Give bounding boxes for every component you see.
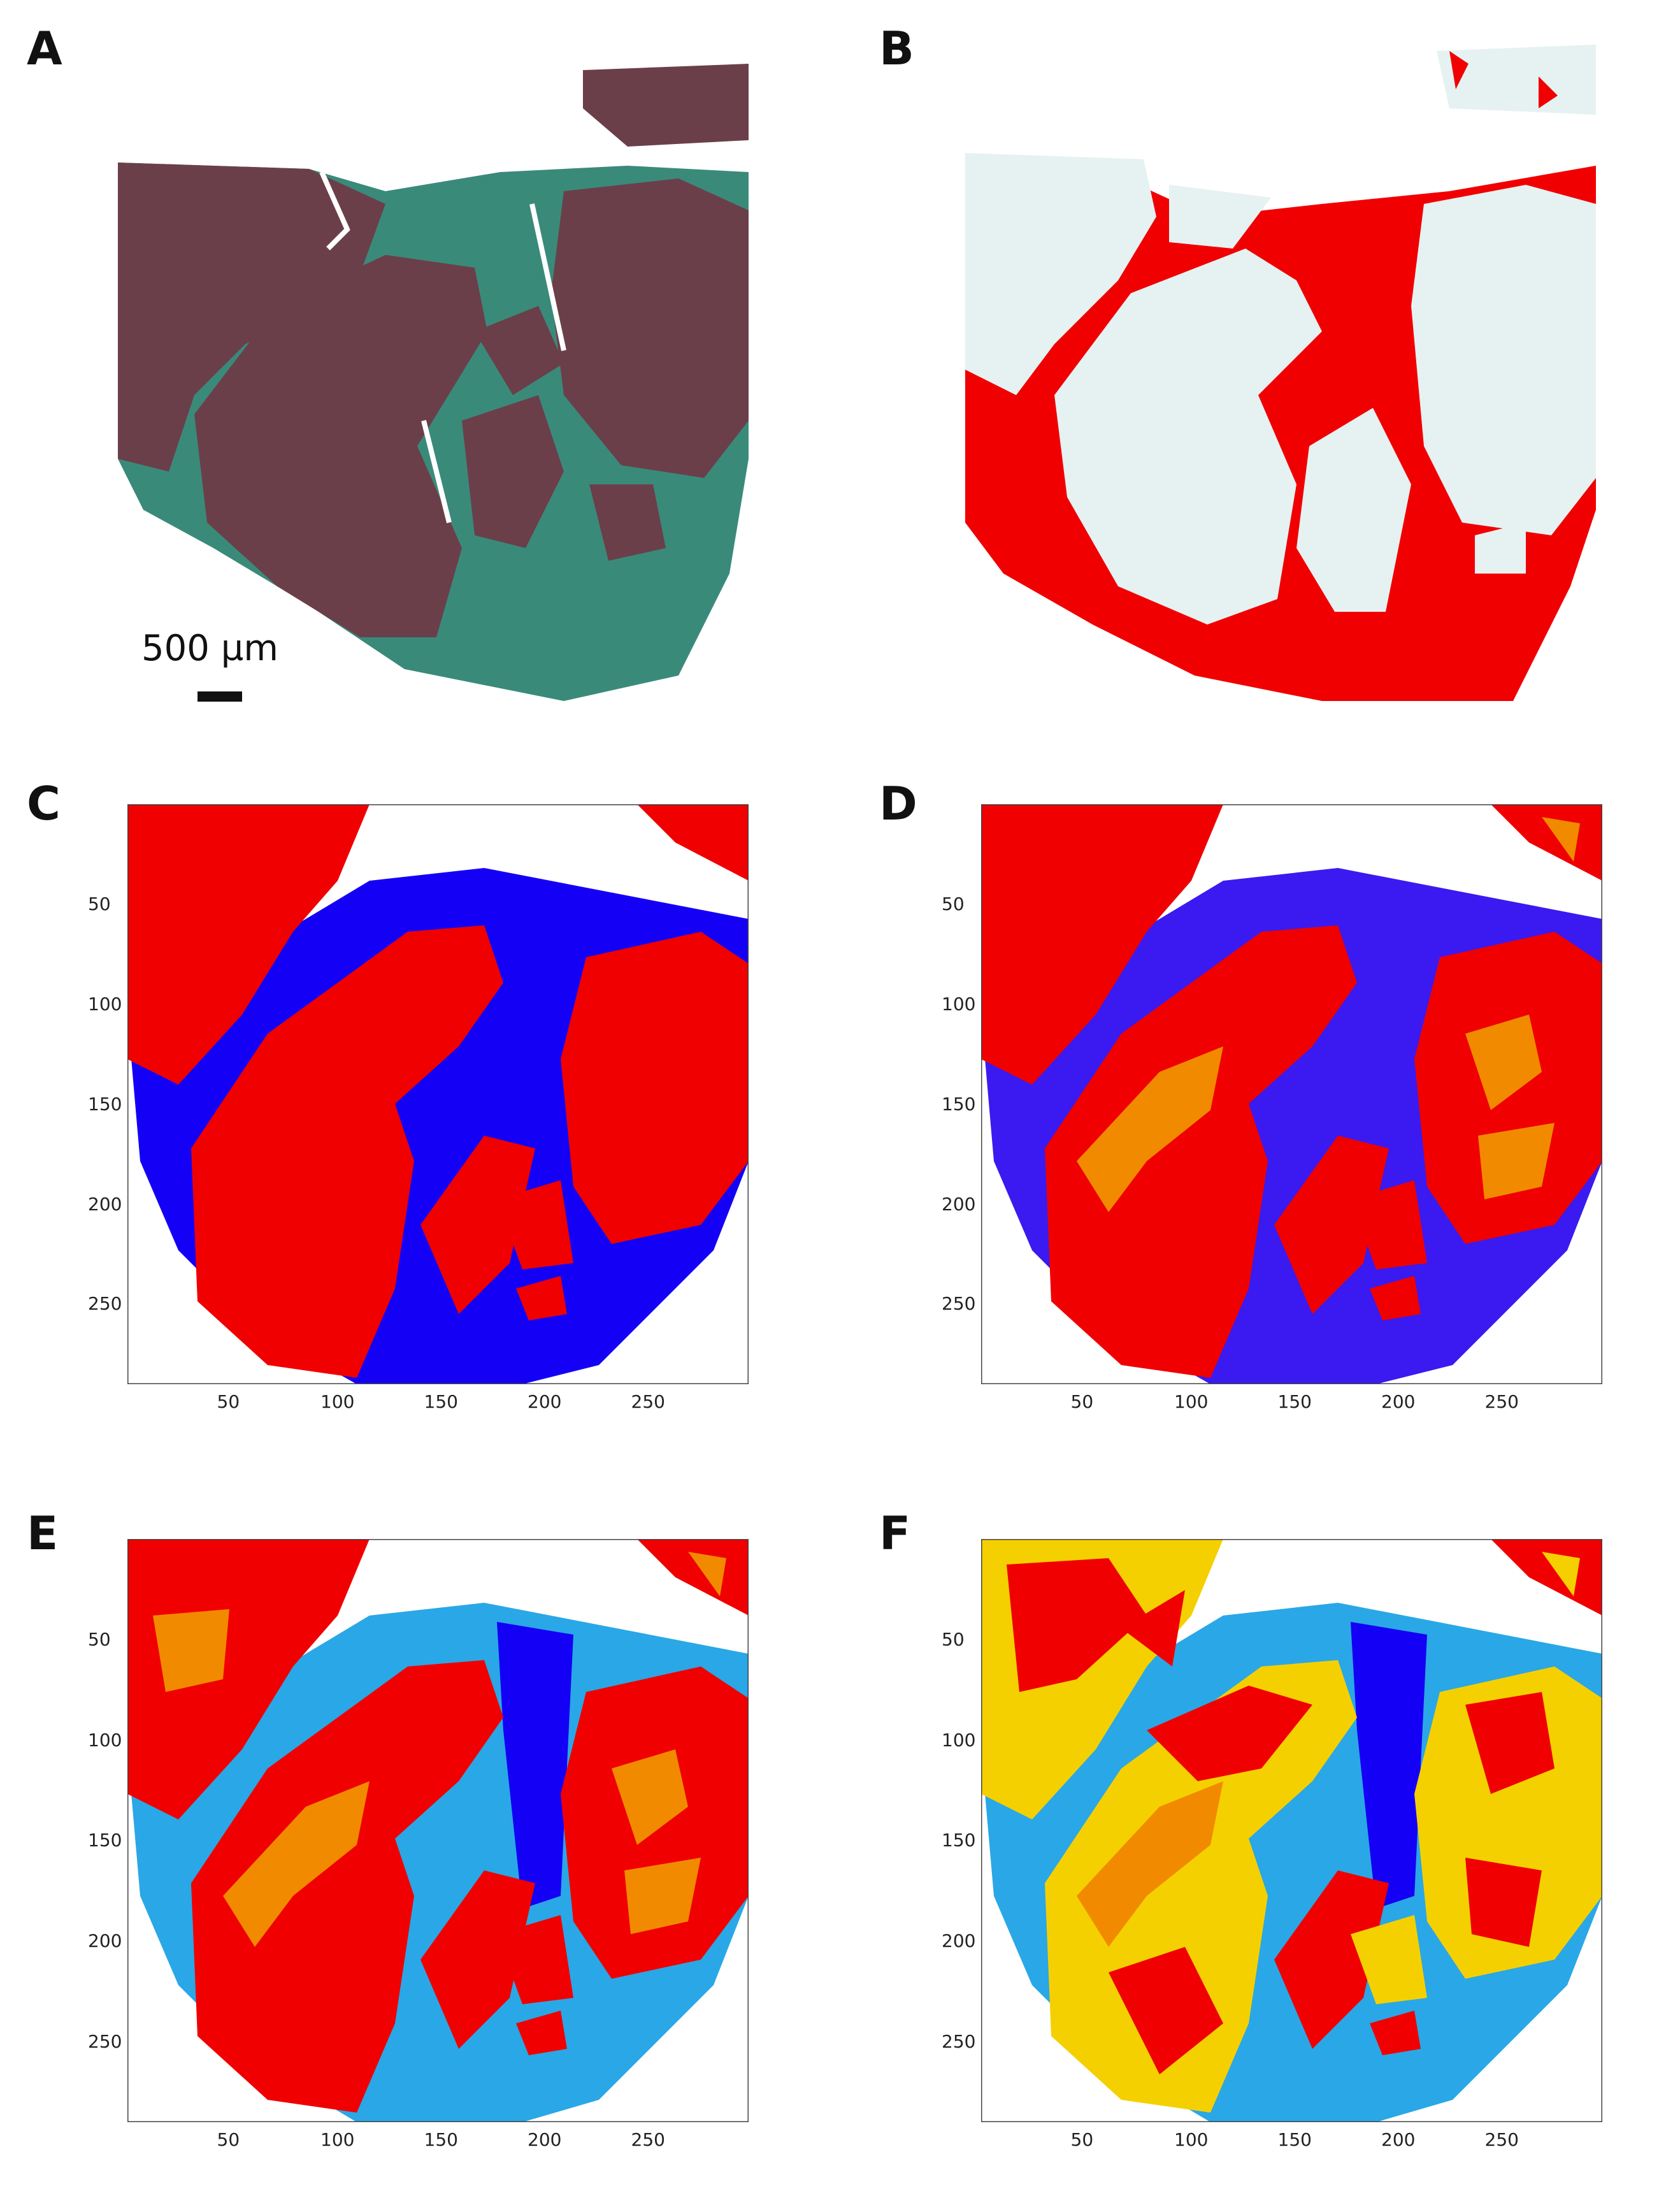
x-tick-label-d: 100 (1174, 1391, 1209, 1412)
x-tick-label-c: 150 (424, 1391, 458, 1412)
scale-bar (197, 691, 242, 702)
x-tick-label-e: 50 (217, 2129, 240, 2150)
x-tick-label-e: 150 (424, 2129, 458, 2150)
panel-label-d: D (879, 777, 917, 830)
x-tick-label-c: 50 (217, 1391, 240, 1412)
panel-label-a: A (27, 22, 62, 75)
x-tick-label-d: 150 (1277, 1391, 1312, 1412)
panel-d-map (981, 804, 1602, 1384)
y-tick-label-e: 250 (88, 2030, 122, 2052)
panel-c-map (127, 804, 749, 1384)
y-tick-label-c: 250 (88, 1293, 122, 1315)
x-tick-label-e: 250 (631, 2129, 665, 2150)
panel-e-map (127, 1539, 749, 2122)
segmentation-map-e (127, 1539, 749, 2122)
y-tick-label-e: 100 (88, 1729, 122, 1751)
x-tick-label-e: 200 (528, 2129, 562, 2150)
x-tick-label-f: 150 (1277, 2129, 1312, 2150)
x-tick-label-c: 100 (320, 1391, 355, 1412)
x-tick-label-d: 50 (1070, 1391, 1094, 1412)
histology-image (118, 64, 749, 701)
threshold-image (965, 45, 1596, 701)
y-tick-label-d: 150 (942, 1093, 976, 1115)
panel-b-threshold (965, 38, 1596, 701)
y-tick-label-d: 100 (942, 993, 976, 1015)
y-tick-label-e: 50 (88, 1628, 111, 1650)
x-tick-label-d: 200 (1381, 1391, 1416, 1412)
y-tick-label-c: 50 (88, 893, 111, 914)
y-tick-label-d: 250 (942, 1293, 976, 1315)
y-tick-label-c: 100 (88, 993, 122, 1015)
x-tick-label-f: 250 (1484, 2129, 1519, 2150)
panel-f-map (981, 1539, 1602, 2122)
y-tick-label-d: 50 (942, 893, 965, 914)
x-tick-label-d: 250 (1484, 1391, 1519, 1412)
x-tick-label-e: 100 (320, 2129, 355, 2150)
panel-label-f: F (879, 1507, 911, 1560)
y-tick-label-f: 200 (942, 1930, 976, 1952)
segmentation-map-c (127, 804, 749, 1384)
y-tick-label-c: 150 (88, 1093, 122, 1115)
x-tick-label-c: 200 (528, 1391, 562, 1412)
x-tick-label-c: 250 (631, 1391, 665, 1412)
y-tick-label-d: 200 (942, 1193, 976, 1215)
segmentation-map-d (981, 804, 1602, 1384)
x-tick-label-f: 50 (1070, 2129, 1094, 2150)
y-tick-label-f: 50 (942, 1628, 965, 1650)
y-tick-label-e: 150 (88, 1830, 122, 1851)
scale-bar-label: 500 µm (141, 628, 278, 669)
x-tick-label-f: 100 (1174, 2129, 1209, 2150)
y-tick-label-e: 200 (88, 1930, 122, 1952)
y-tick-label-f: 150 (942, 1830, 976, 1851)
panel-label-e: E (27, 1507, 59, 1560)
x-tick-label-f: 200 (1381, 2129, 1416, 2150)
y-tick-label-f: 100 (942, 1729, 976, 1751)
y-tick-label-f: 250 (942, 2030, 976, 2052)
panel-a-histology (118, 64, 749, 701)
panel-label-b: B (879, 22, 914, 75)
segmentation-map-f (981, 1539, 1602, 2122)
panel-label-c: C (27, 777, 61, 830)
y-tick-label-c: 200 (88, 1193, 122, 1215)
